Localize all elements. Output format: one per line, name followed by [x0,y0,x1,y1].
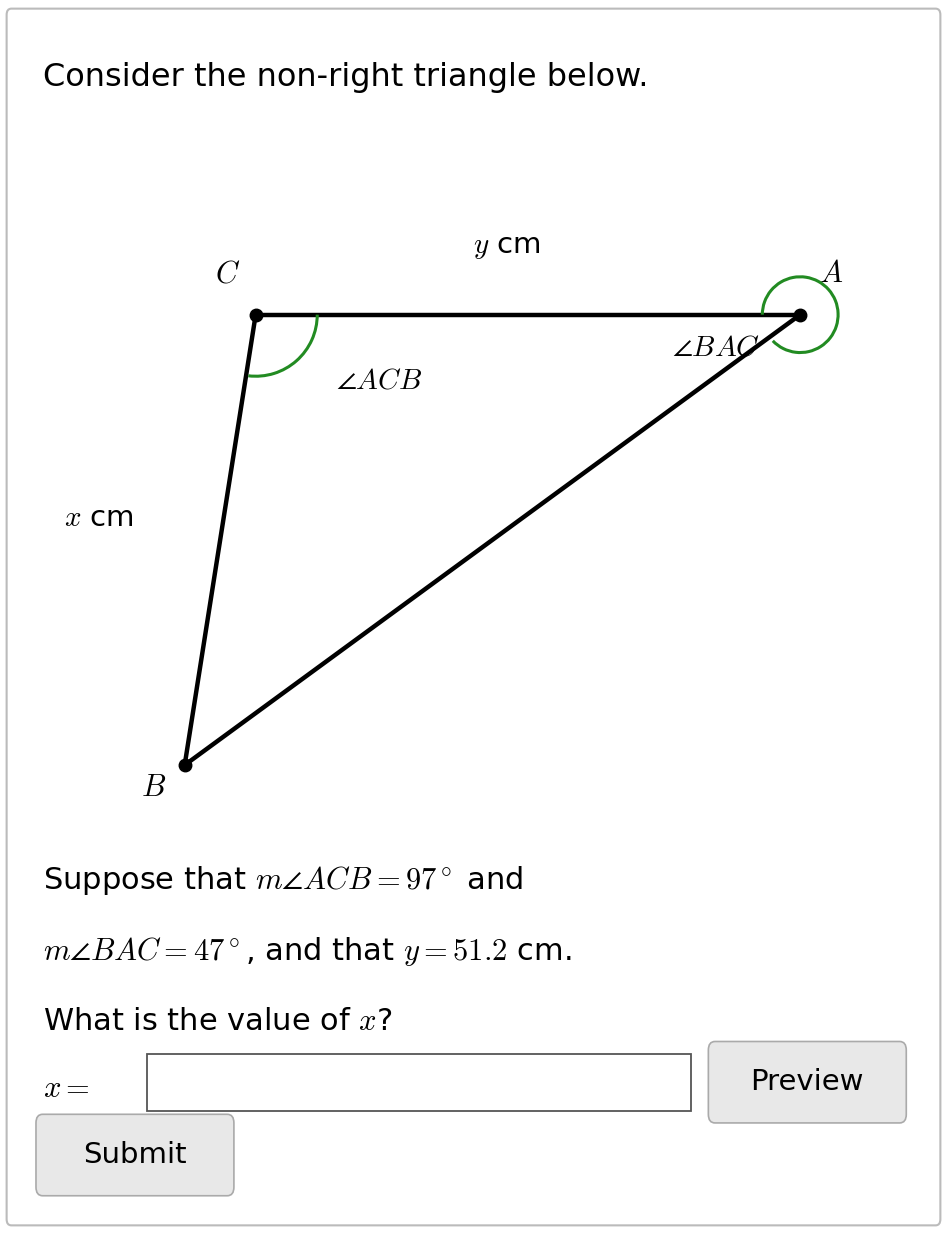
Text: $y$ cm: $y$ cm [473,233,541,260]
FancyBboxPatch shape [708,1041,906,1123]
Text: Consider the non-right triangle below.: Consider the non-right triangle below. [43,62,648,93]
Text: Preview: Preview [751,1069,864,1096]
Text: $x$ cm: $x$ cm [64,505,134,532]
Text: $B$: $B$ [141,772,166,802]
Text: $\angle ACB$: $\angle ACB$ [336,366,422,394]
Text: $A$: $A$ [819,259,844,289]
Text: $x =$: $x =$ [43,1074,89,1103]
FancyBboxPatch shape [7,9,940,1225]
Text: Submit: Submit [83,1141,187,1169]
Text: $\angle BAC$: $\angle BAC$ [672,334,760,362]
FancyBboxPatch shape [36,1114,234,1196]
Text: Suppose that $m\angle ACB = 97^\circ$ and: Suppose that $m\angle ACB = 97^\circ$ an… [43,864,523,897]
Text: What is the value of $x$?: What is the value of $x$? [43,1007,392,1037]
FancyBboxPatch shape [147,1054,691,1111]
Text: $m\angle BAC = 47^\circ$, and that $y = 51.2$ cm.: $m\angle BAC = 47^\circ$, and that $y = … [43,935,571,969]
Text: $C$: $C$ [215,259,240,289]
